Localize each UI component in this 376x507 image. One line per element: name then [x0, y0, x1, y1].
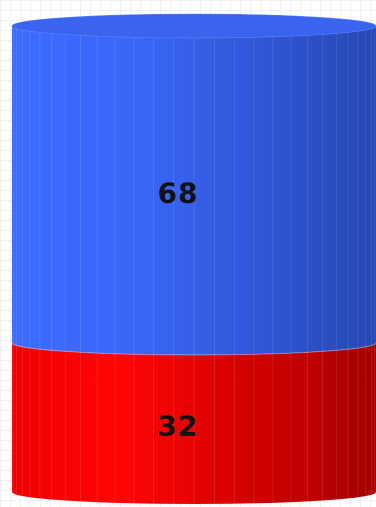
cylinder-segment-0 — [12, 342, 376, 504]
cylinder-body-0 — [12, 342, 376, 504]
data-label-1: 68 — [158, 176, 199, 209]
data-label-0: 32 — [158, 409, 199, 442]
cylinder-body-1 — [12, 26, 376, 355]
cylinder-segment-1 — [12, 26, 376, 355]
cylinder-top-cap — [11, 13, 376, 39]
segment-boundary — [11, 342, 376, 356]
